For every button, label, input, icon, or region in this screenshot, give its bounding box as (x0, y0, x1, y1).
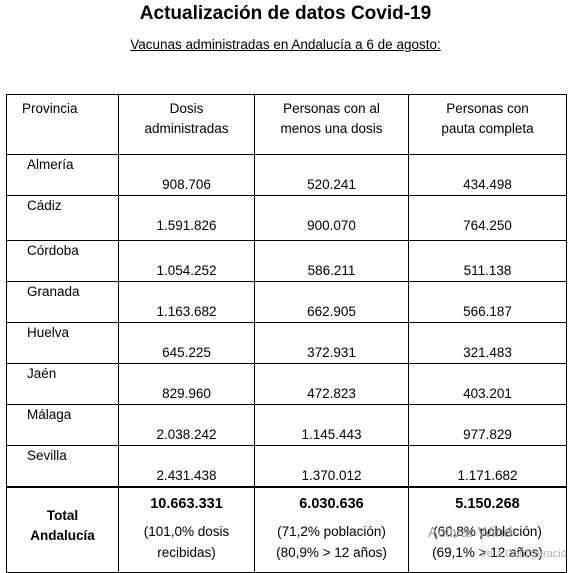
activation-watermark-sub: Ve a Configuració (480, 548, 567, 560)
cell-una-dosis: 520.241 (254, 154, 409, 196)
table-header-row: Provincia Dosis administradas Personas c… (6, 94, 567, 155)
total-una-dosis-note: (80,9% > 12 años) (276, 544, 387, 560)
activation-watermark: Activar Wind (428, 524, 513, 541)
cell-pauta: 434.498 (408, 154, 567, 196)
cell-pauta: 566.187 (408, 281, 567, 323)
table-row: Huelva 645.225 372.931 321.483 (6, 322, 567, 364)
total-label-line2: Andalucía (30, 527, 95, 543)
header-dosis-line1: Dosis (169, 101, 204, 116)
cell-dosis: 1.591.826 (118, 195, 255, 241)
cell-provincia: Almería (6, 154, 119, 196)
table-row: Granada 1.163.682 662.905 566.187 (6, 281, 567, 323)
total-dosis-note: (101,0% dosis (143, 523, 230, 539)
cell-pauta: 1.171.682 (408, 445, 567, 487)
total-pauta-note: (69,1% > 12 años) (432, 544, 543, 560)
header-dosis: Dosis administradas (118, 94, 255, 155)
header-pauta: Personas con pauta completa (408, 94, 567, 155)
total-pauta: 5.150.268 (60,8% población) (69,1% > 12 … (408, 485, 567, 573)
page-subtitle: Vacunas administradas en Andalucía a 6 d… (130, 37, 441, 52)
header-una-dosis-line1: Personas con al (283, 101, 380, 116)
cell-provincia: Málaga (6, 404, 119, 446)
cell-dosis: 829.960 (118, 363, 255, 405)
table-row: Cádiz 1.591.826 900.070 764.250 (6, 195, 567, 241)
cell-provincia: Sevilla (6, 445, 119, 487)
cell-dosis: 2.038.242 (118, 404, 255, 446)
cell-una-dosis: 1.145.443 (254, 404, 409, 446)
cell-dosis: 1.163.682 (118, 281, 255, 323)
total-pauta-value: 5.150.268 (455, 495, 520, 512)
table-row: Jaén 829.960 472.823 403.201 (6, 363, 567, 405)
total-label: Total Andalucía (6, 485, 119, 573)
header-una-dosis-line2: menos una dosis (280, 121, 383, 136)
table-row: Málaga 2.038.242 1.145.443 977.829 (6, 404, 567, 446)
cell-provincia: Jaén (6, 363, 119, 405)
header-una-dosis: Personas con al menos una dosis (254, 94, 409, 155)
vaccination-table: Provincia Dosis administradas Personas c… (6, 94, 567, 573)
total-una-dosis-note: (71,2% población) (277, 523, 386, 539)
cell-pauta: 403.201 (408, 363, 567, 405)
cell-provincia: Córdoba (6, 240, 119, 282)
total-dosis-note: recibidas) (157, 544, 216, 560)
cell-pauta: 321.483 (408, 322, 567, 364)
cell-pauta: 764.250 (408, 195, 567, 241)
total-dosis: 10.663.331 (101,0% dosis recibidas) (118, 485, 255, 573)
cell-una-dosis: 1.370.012 (254, 445, 409, 487)
total-dosis-value: 10.663.331 (150, 495, 223, 512)
cell-provincia: Cádiz (6, 195, 119, 241)
cell-una-dosis: 900.070 (254, 195, 409, 241)
table-row: Almería 908.706 520.241 434.498 (6, 154, 567, 196)
total-una-dosis-value: 6.030.636 (299, 495, 364, 512)
cell-provincia: Huelva (6, 322, 119, 364)
total-row: Total Andalucía 10.663.331 (101,0% dosis… (6, 485, 567, 573)
cell-provincia: Granada (6, 281, 119, 323)
cell-dosis: 908.706 (118, 154, 255, 196)
header-pauta-line2: pauta completa (441, 121, 534, 136)
page-title: Actualización de datos Covid-19 (139, 3, 432, 24)
table-row: Córdoba 1.054.252 586.211 511.138 (6, 240, 567, 282)
cell-dosis: 2.431.438 (118, 445, 255, 487)
header-pauta-line1: Personas con (446, 101, 529, 116)
header-dosis-line2: administradas (144, 121, 229, 136)
total-una-dosis: 6.030.636 (71,2% población) (80,9% > 12 … (254, 485, 409, 573)
header-provincia: Provincia (6, 94, 119, 155)
cell-una-dosis: 662.905 (254, 281, 409, 323)
cell-dosis: 1.054.252 (118, 240, 255, 282)
cell-una-dosis: 586.211 (254, 240, 409, 282)
table-row: Sevilla 2.431.438 1.370.012 1.171.682 (6, 445, 567, 487)
total-pauta-note: (60,8% población) (433, 523, 542, 539)
total-label-line1: Total (46, 507, 79, 523)
cell-una-dosis: 372.931 (254, 322, 409, 364)
cell-pauta: 977.829 (408, 404, 567, 446)
cell-dosis: 645.225 (118, 322, 255, 364)
cell-una-dosis: 472.823 (254, 363, 409, 405)
cell-pauta: 511.138 (408, 240, 567, 282)
